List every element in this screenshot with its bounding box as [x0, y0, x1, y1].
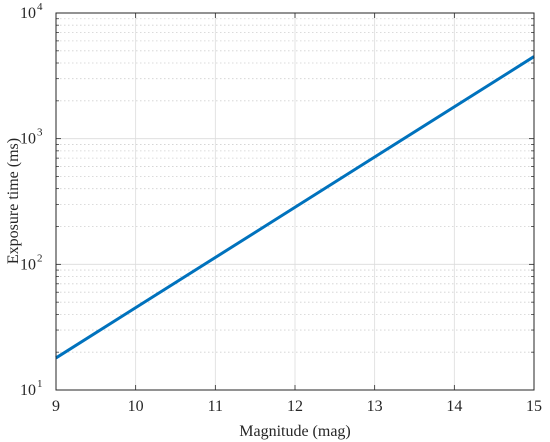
y-tick-label: 10 — [20, 5, 36, 22]
y-tick-label-exponent: 4 — [37, 1, 43, 13]
y-tick-label-base: 10 — [20, 256, 36, 273]
y-tick-label-base: 10 — [20, 382, 36, 399]
y-tick-label: 10 — [20, 256, 36, 273]
series-layer — [55, 55, 535, 360]
series-line — [55, 55, 535, 360]
y-tick-label-exponent: 3 — [37, 127, 43, 139]
y-axis-label: Exposure time (ms) — [5, 138, 22, 264]
x-tick-label: 15 — [526, 398, 542, 415]
y-tick-label-exponent: 1 — [37, 378, 43, 390]
ticks — [55, 12, 535, 391]
x-tick-label: 14 — [446, 398, 462, 415]
x-tick-label: 10 — [128, 398, 144, 415]
y-tick-label: 10 — [20, 131, 36, 148]
x-tick-label: 13 — [367, 398, 383, 415]
grid — [56, 13, 534, 390]
y-tick-label-base: 10 — [20, 5, 36, 22]
y-tick-label-exponent: 2 — [37, 252, 43, 264]
y-tick-label-base: 10 — [20, 131, 36, 148]
x-tick-label: 9 — [52, 398, 60, 415]
x-tick-label: 12 — [287, 398, 303, 415]
tick-labels: 10 110 210 310 49 10 11 12 13 14 15 — [20, 1, 542, 415]
x-axis-label: Magnitude (mag) — [239, 423, 351, 440]
x-tick-label: 11 — [208, 398, 223, 415]
y-tick-label: 10 — [20, 382, 36, 399]
